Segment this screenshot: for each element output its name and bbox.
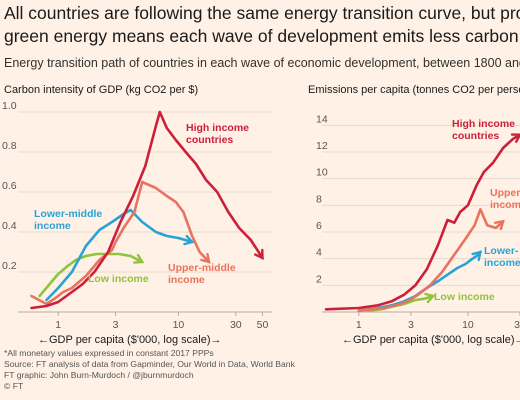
series-arrowhead-upper-middle <box>200 252 211 264</box>
series-label-line: High income <box>186 122 249 134</box>
y-axis-title: Emissions per capita (tonnes CO2 per per… <box>308 84 520 96</box>
y-tick-label: 0.6 <box>2 180 17 192</box>
series-label-lower-middle: Lower-income <box>484 245 520 269</box>
series-label-line: High income <box>452 118 515 130</box>
x-axis-title: ←GDP per capita ($'000, log scale)→ <box>342 334 520 346</box>
series-label-line: Upper-middle <box>168 262 236 274</box>
x-tick-label: 50 <box>257 319 269 331</box>
y-tick-label: 1.0 <box>2 100 17 112</box>
x-tick-label: 3 <box>113 319 119 331</box>
graphic-credit: FT graphic: John Burn-Murdoch / @jburnmu… <box>4 370 194 380</box>
series-label-line: income <box>484 257 520 269</box>
series-label-line: Lower-middle <box>34 208 102 220</box>
series-line-low <box>38 252 144 298</box>
series-label-line: Upper- <box>490 187 520 199</box>
series-label-line: Low income <box>88 273 149 285</box>
series-line-high <box>30 110 264 310</box>
copyright: © FT <box>4 381 24 391</box>
y-tick-label: 10 <box>316 167 328 179</box>
y-tick-label: 0.4 <box>2 220 17 232</box>
x-tick-label: 30 <box>230 319 242 331</box>
x-tick-label: 10 <box>173 319 185 331</box>
series-label-line: countries <box>186 134 233 146</box>
y-tick-label: 2 <box>316 273 322 285</box>
series-label-line: income <box>490 199 520 211</box>
series-label-upper-middle: Upper-middle income <box>168 262 236 286</box>
x-tick-label: 1 <box>356 319 362 331</box>
series-arrowhead-low <box>424 292 436 304</box>
series-label-line: Low income <box>434 291 495 303</box>
chart-subtitle: Energy transition path of countries in e… <box>4 56 520 70</box>
x-tick-label: 1 <box>55 319 61 331</box>
title-line-1: All countries are following the same ene… <box>4 3 520 23</box>
series-label-upper-middle: Upper-income <box>490 187 520 211</box>
series-line-high <box>324 133 520 311</box>
series-label-line: income <box>168 274 205 286</box>
y-tick-label: 4 <box>316 247 322 259</box>
x-tick-label: 30 <box>514 319 520 331</box>
y-tick-label: 14 <box>316 113 328 125</box>
y-axis-title: Carbon intensity of GDP (kg CO2 per $) <box>4 84 198 96</box>
series-arrowhead-lower-middle <box>183 234 195 246</box>
series-line-upper-middle <box>30 180 211 306</box>
y-tick-label: 0.2 <box>2 260 17 272</box>
carbon-intensity-panel: Carbon intensity of GDP (kg CO2 per $) 1.… <box>2 84 272 346</box>
y-tick-label: 0.8 <box>2 140 17 152</box>
series-label-low: Low income <box>434 291 495 303</box>
series-label-high: High income countries <box>186 122 249 146</box>
y-tick-label: 6 <box>316 220 322 232</box>
x-tick-label: 3 <box>408 319 414 331</box>
series-label-low: Low income <box>88 273 149 285</box>
series-arrowhead-lower-middle <box>471 250 482 262</box>
series-label-line: countries <box>452 130 499 142</box>
series-arrowhead-low <box>133 253 145 264</box>
series-label-lower-middle: Lower-middle income <box>34 208 102 232</box>
x-axis-title: ←GDP per capita ($'000, log scale)→ <box>38 334 221 346</box>
source-note: Source: FT analysis of data from Gapmind… <box>4 359 295 369</box>
series-label-line: income <box>34 220 71 232</box>
y-tick-label: 12 <box>316 140 328 152</box>
y-tick-label: 8 <box>316 193 322 205</box>
chart-title: All countries are following the same ene… <box>4 2 520 48</box>
series-label-high: High income countries <box>452 118 515 142</box>
emissions-per-capita-panel: Emissions per capita (tonnes CO2 per per… <box>308 84 520 346</box>
series-line-upper-middle <box>357 208 505 312</box>
series-arrowhead-high <box>254 248 264 260</box>
series-label-line: Lower- <box>484 245 519 257</box>
title-line-2: green energy means each wave of developm… <box>4 26 520 46</box>
x-tick-label: 10 <box>462 319 474 331</box>
footnote: *All monetary values expressed in consta… <box>4 348 214 358</box>
series-arrowhead-upper-middle <box>494 219 505 231</box>
chart-footer: *All monetary values expressed in consta… <box>4 348 520 392</box>
series-arrowhead-high <box>510 133 520 143</box>
